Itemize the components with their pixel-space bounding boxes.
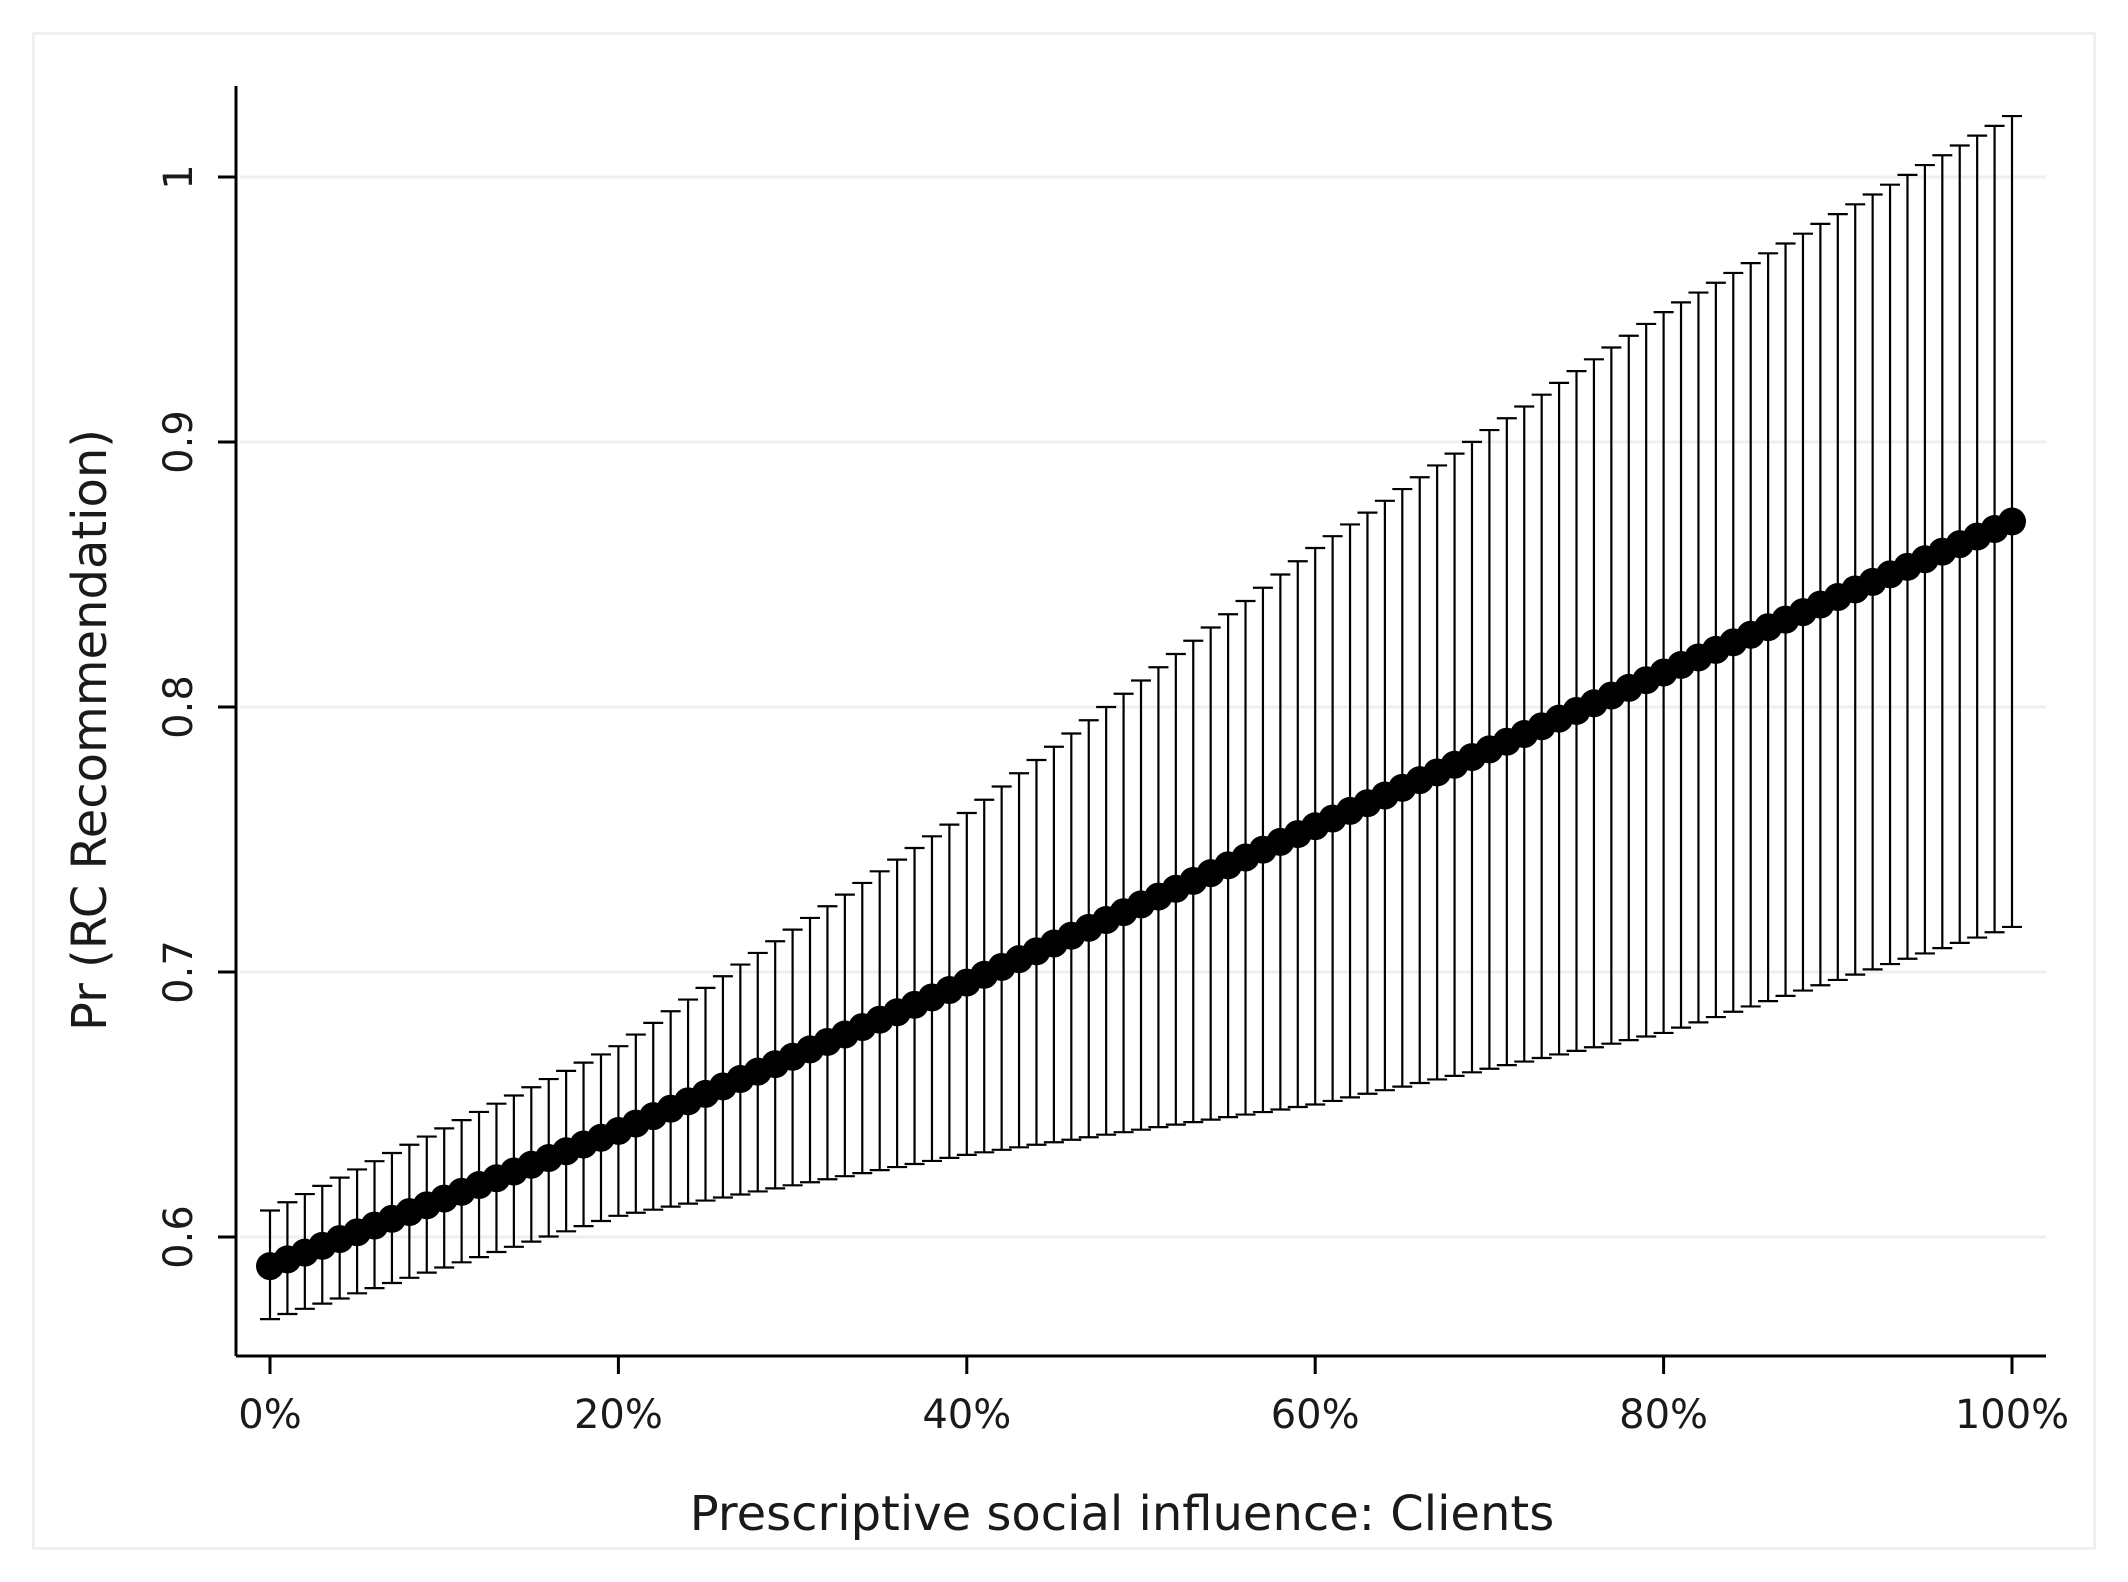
- y-axis-title: Pr (RC Recommendation): [62, 429, 118, 1031]
- x-tick-label: 40%: [922, 1392, 1011, 1438]
- y-ticks: 0.6 0.7 0.8 0.9 1: [156, 164, 236, 1269]
- y-tick-label: 0.7: [156, 940, 202, 1004]
- x-tick-label: 100%: [1955, 1392, 2069, 1438]
- x-tick-label: 60%: [1271, 1392, 1360, 1438]
- gridlines: [240, 175, 2046, 1239]
- figure-frame: [32, 32, 2096, 1550]
- axes: [234, 86, 2046, 1358]
- y-tick-label: 0.6: [156, 1205, 202, 1269]
- point-markers: [256, 507, 2026, 1281]
- x-tick-label: 20%: [574, 1392, 663, 1438]
- x-axis-title: Prescriptive social influence: Clients: [690, 1486, 1554, 1542]
- x-ticks: 0% 20% 40% 60% 80% 100%: [238, 1356, 2069, 1438]
- x-tick-label: 0%: [238, 1392, 301, 1438]
- y-tick-label: 0.8: [156, 675, 202, 739]
- y-tick-label: 1: [156, 164, 202, 189]
- data-point: [1998, 507, 2026, 536]
- x-tick-label: 80%: [1619, 1392, 1708, 1438]
- y-tick-label: 0.9: [156, 410, 202, 474]
- error-bars: [260, 114, 2022, 1321]
